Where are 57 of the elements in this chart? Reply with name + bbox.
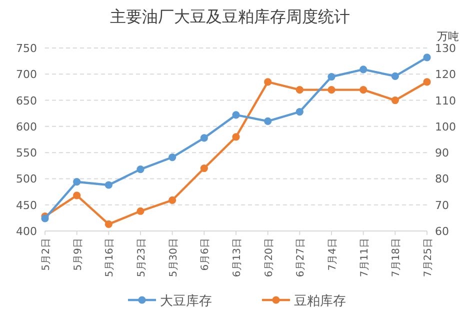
y-tick-label: 600 (16, 120, 37, 134)
point (264, 117, 272, 125)
y2-tick-label: 60 (435, 225, 449, 238)
x-tick-label: 6月20日 (264, 238, 275, 278)
point (391, 72, 399, 80)
y-tick-label: 550 (16, 146, 37, 160)
chart-title: 主要油厂大豆及豆粕库存周度统计 (110, 7, 350, 26)
y-tick-label: 750 (16, 42, 37, 55)
y2-tick-label: 120 (435, 68, 456, 82)
legend-label: 大豆库存 (160, 294, 212, 309)
point (200, 134, 208, 142)
point (296, 108, 304, 116)
x-tick-label: 5月30日 (168, 238, 180, 278)
point (168, 153, 176, 162)
point (104, 181, 112, 189)
x-tick-label: 5月16日 (104, 238, 116, 278)
y-tick-label: 700 (16, 68, 37, 82)
y2-tick-label: 90 (435, 146, 449, 160)
point (296, 86, 304, 94)
x-tick-label: 5月23日 (136, 238, 148, 278)
point (136, 166, 144, 174)
point (360, 66, 368, 74)
point (328, 72, 336, 81)
point (423, 54, 431, 62)
x-tick-label: 5月9日 (72, 238, 84, 271)
x-tick-label: 7月25日 (423, 238, 434, 278)
point (264, 78, 272, 86)
point (104, 220, 112, 228)
x-tick-label: 7月18日 (391, 238, 402, 278)
y-tick-label: 400 (16, 225, 37, 238)
point (73, 178, 81, 186)
point (423, 78, 431, 86)
y2-tick-label: 130 (435, 42, 456, 55)
x-tick-label: 6月13日 (232, 238, 243, 278)
y2-tick-label: 100 (435, 120, 456, 134)
point (73, 192, 81, 200)
y2-axis-title: 万吨 (437, 30, 459, 43)
legend-label: 豆粕库存 (294, 294, 346, 309)
y-tick-label: 500 (16, 172, 37, 186)
y2-tick-label: 110 (435, 94, 456, 108)
x-tick-label: 6月6日 (200, 238, 212, 271)
y2-tick-label: 70 (435, 198, 449, 212)
point (391, 96, 399, 104)
x-tick-label: 5月2日 (41, 238, 52, 271)
x-tick-label: 6月27日 (296, 238, 307, 278)
y-tick-label: 650 (16, 94, 37, 108)
y-tick-label: 450 (16, 198, 37, 212)
x-tick-label: 7月4日 (328, 238, 338, 271)
point (360, 86, 368, 94)
y2-tick-label: 80 (435, 172, 449, 186)
point (328, 86, 336, 94)
point (232, 111, 240, 119)
point (200, 164, 208, 172)
x-tick-label: 7月11日 (359, 238, 370, 278)
point (168, 196, 176, 204)
point (136, 207, 144, 215)
point (232, 133, 240, 141)
